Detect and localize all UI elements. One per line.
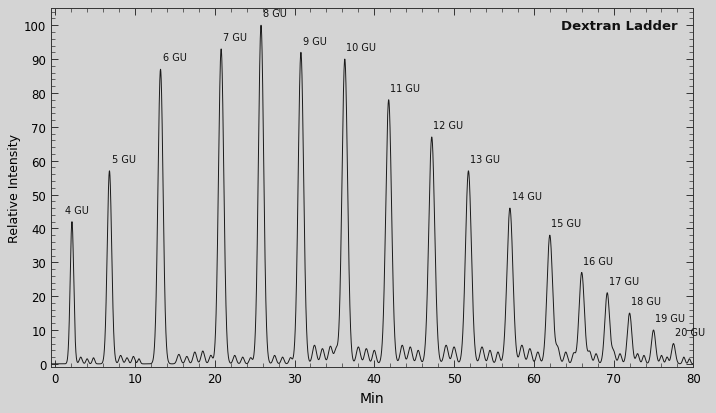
- Text: 15 GU: 15 GU: [551, 219, 581, 229]
- Text: 11 GU: 11 GU: [390, 84, 420, 94]
- Text: 13 GU: 13 GU: [470, 155, 500, 165]
- Text: Dextran Ladder: Dextran Ladder: [561, 20, 677, 33]
- X-axis label: Min: Min: [360, 391, 384, 405]
- Text: 16 GU: 16 GU: [584, 256, 614, 266]
- Text: 9 GU: 9 GU: [302, 36, 326, 46]
- Text: 5 GU: 5 GU: [112, 155, 136, 165]
- Text: 10 GU: 10 GU: [347, 43, 377, 53]
- Text: 17 GU: 17 GU: [609, 276, 639, 286]
- Text: 7 GU: 7 GU: [223, 33, 247, 43]
- Text: 19 GU: 19 GU: [655, 313, 685, 323]
- Text: 12 GU: 12 GU: [433, 121, 463, 131]
- Y-axis label: Relative Intensity: Relative Intensity: [9, 134, 21, 243]
- Text: 18 GU: 18 GU: [632, 297, 661, 306]
- Text: 8 GU: 8 GU: [263, 9, 286, 19]
- Text: 14 GU: 14 GU: [511, 192, 541, 202]
- Text: 6 GU: 6 GU: [163, 53, 187, 63]
- Text: 4 GU: 4 GU: [64, 205, 89, 215]
- Text: 20 GU: 20 GU: [675, 327, 705, 337]
